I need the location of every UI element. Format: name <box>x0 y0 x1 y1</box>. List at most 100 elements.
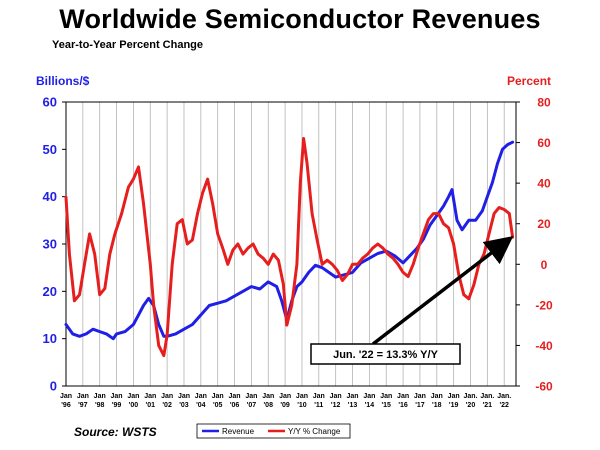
x-tick-label: Jan '14 <box>363 393 375 409</box>
x-tick-year: '14 <box>365 402 375 409</box>
x-tick-month: Jan <box>448 393 460 400</box>
right-axis-ticks: -60 -40 -20 0 20 40 60 80 <box>516 96 553 394</box>
x-tick-label: Jan. '21 <box>480 393 494 409</box>
x-tick-month: Jan <box>94 393 106 400</box>
x-tick-label: Jan '15 <box>380 393 392 409</box>
x-tick-year: '97 <box>78 402 88 409</box>
annotation-text: Jun. '22 = 13.3% Y/Y <box>333 349 438 361</box>
x-tick-year: '19 <box>449 402 459 409</box>
x-tick-month: Jan <box>161 393 173 400</box>
x-tick-month: Jan <box>279 393 291 400</box>
left-tick-label: 60 <box>43 95 57 110</box>
x-tick-label: Jan '13 <box>346 393 358 409</box>
right-tick-label: 20 <box>537 217 551 231</box>
x-tick-label: Jan '05 <box>212 393 224 409</box>
x-tick-month: Jan <box>111 393 123 400</box>
right-axis-label: Percent <box>507 74 552 88</box>
left-tick-label: 20 <box>43 284 57 299</box>
right-tick-label: 40 <box>537 177 551 191</box>
x-axis-ticks: Jan '96 Jan '97 Jan '98 Jan '99 Jan '00 Jan '01 Jan '… <box>60 393 511 409</box>
x-tick-year: '15 <box>381 402 391 409</box>
legend-yoy-label: Y/Y % Change <box>288 427 341 436</box>
x-tick-label: Jan '18 <box>431 393 443 409</box>
grid-lines <box>65 102 505 386</box>
x-tick-year: '10 <box>297 402 307 409</box>
x-tick-year: '21 <box>483 402 493 409</box>
x-tick-month: Jan <box>431 393 443 400</box>
x-tick-label: Jan '01 <box>144 393 156 409</box>
x-tick-year: '01 <box>146 402 156 409</box>
x-tick-label: Jan '10 <box>296 393 308 409</box>
x-tick-label: Jan '07 <box>245 393 257 409</box>
x-tick-label: Jan '17 <box>414 393 426 409</box>
x-tick-month: Jan. <box>480 393 494 400</box>
left-axis-ticks: 0 10 20 30 40 50 60 <box>43 95 66 394</box>
x-tick-month: Jan <box>245 393 257 400</box>
chart-title: Worldwide Semiconductor Revenues <box>59 4 541 34</box>
right-tick-label: -60 <box>535 380 553 394</box>
x-tick-year: '13 <box>348 402 358 409</box>
left-axis-label: Billions/$ <box>36 74 90 88</box>
x-tick-month: Jan <box>229 393 241 400</box>
x-tick-label: Jan. '20 <box>463 393 477 409</box>
x-tick-month: Jan <box>144 393 156 400</box>
x-tick-year: '12 <box>331 402 341 409</box>
x-tick-year: '18 <box>432 402 442 409</box>
x-tick-label: Jan '00 <box>127 393 139 409</box>
x-tick-month: Jan <box>60 393 72 400</box>
x-tick-label: Jan '98 <box>94 393 106 409</box>
left-tick-label: 0 <box>50 379 57 394</box>
left-tick-label: 40 <box>43 189 57 204</box>
x-tick-label: Jan '19 <box>448 393 460 409</box>
x-tick-year: '20 <box>466 402 476 409</box>
x-tick-label: Jan '02 <box>161 393 173 409</box>
x-tick-year: '17 <box>415 402 425 409</box>
legend-revenue-label: Revenue <box>222 427 255 436</box>
x-tick-year: '96 <box>61 402 71 409</box>
right-tick-label: 80 <box>537 96 551 110</box>
x-tick-month: Jan <box>212 393 224 400</box>
chart-subtitle: Year-to-Year Percent Change <box>52 39 204 51</box>
x-tick-label: Jan '09 <box>279 393 291 409</box>
source-note: Source: WSTS <box>74 425 157 439</box>
x-tick-year: '09 <box>280 402 290 409</box>
annotation: Jun. '22 = 13.3% Y/Y <box>310 236 514 365</box>
x-tick-year: '03 <box>179 402 189 409</box>
right-tick-label: -40 <box>535 339 553 353</box>
annotation-arrow <box>371 236 514 346</box>
left-tick-label: 10 <box>43 331 57 346</box>
x-tick-month: Jan <box>414 393 426 400</box>
x-tick-label: Jan '16 <box>397 393 409 409</box>
x-tick-year: '02 <box>162 402 172 409</box>
x-tick-year: '11 <box>314 402 323 409</box>
legend: Revenue Y/Y % Change <box>196 423 351 439</box>
x-tick-year: '04 <box>196 402 206 409</box>
x-tick-label: Jan '96 <box>60 393 72 409</box>
x-tick-month: Jan <box>262 393 274 400</box>
x-tick-month: Jan <box>313 393 325 400</box>
x-tick-year: '16 <box>398 402 408 409</box>
x-tick-label: Jan '11 <box>313 393 325 409</box>
x-tick-month: Jan <box>195 393 207 400</box>
right-tick-label: 60 <box>537 136 551 150</box>
series-layer <box>64 137 515 358</box>
x-tick-month: Jan <box>127 393 139 400</box>
x-tick-month: Jan <box>363 393 375 400</box>
x-tick-month: Jan <box>380 393 392 400</box>
x-tick-label: Jan '06 <box>229 393 241 409</box>
x-tick-month: Jan. <box>463 393 477 400</box>
yoy-change-line <box>64 137 515 358</box>
x-tick-year: '05 <box>213 402 223 409</box>
right-tick-label: -20 <box>535 298 553 312</box>
x-tick-month: Jan <box>77 393 89 400</box>
right-tick-label: 0 <box>541 258 548 272</box>
x-tick-year: '99 <box>112 402 122 409</box>
x-tick-month: Jan <box>178 393 190 400</box>
x-tick-year: '07 <box>247 402 257 409</box>
annotation-box <box>310 343 461 365</box>
x-tick-year: '98 <box>95 402 105 409</box>
x-tick-month: Jan <box>296 393 308 400</box>
x-tick-label: Jan '99 <box>111 393 123 409</box>
